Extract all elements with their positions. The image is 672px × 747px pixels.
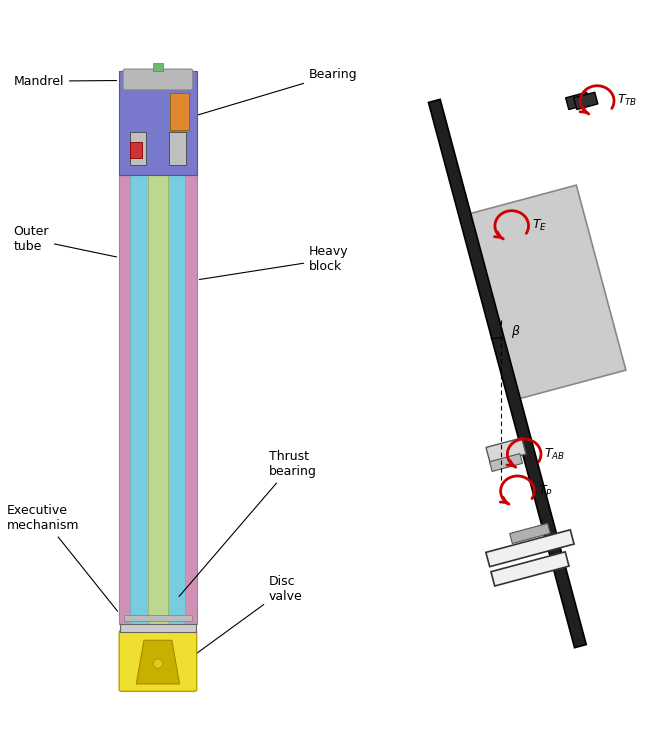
Text: $T_P$: $T_P$ (538, 483, 552, 499)
Polygon shape (566, 92, 590, 110)
Bar (148, 91, 168, 672)
Polygon shape (429, 99, 586, 648)
Text: Outer
tube: Outer tube (13, 225, 116, 257)
Text: $T_{AB}$: $T_{AB}$ (544, 447, 565, 462)
Polygon shape (486, 438, 526, 464)
Polygon shape (489, 453, 523, 471)
Text: $T_E$: $T_E$ (532, 218, 547, 233)
Bar (124, 616, 192, 621)
Polygon shape (509, 524, 550, 544)
Text: Bearing: Bearing (187, 68, 358, 118)
Polygon shape (491, 552, 569, 586)
Text: $\beta$: $\beta$ (511, 323, 520, 341)
Bar (120, 71, 196, 176)
Bar (169, 131, 186, 165)
Text: $T_{TB}$: $T_{TB}$ (618, 93, 638, 108)
Text: Mandrel: Mandrel (13, 75, 116, 87)
Bar (130, 131, 146, 165)
Bar (120, 624, 196, 632)
Bar (130, 142, 142, 158)
Bar (170, 93, 189, 129)
Bar (153, 63, 163, 71)
Polygon shape (486, 530, 574, 567)
Circle shape (153, 659, 163, 669)
Bar (120, 176, 196, 624)
Polygon shape (463, 185, 626, 400)
FancyBboxPatch shape (119, 630, 197, 692)
FancyBboxPatch shape (123, 69, 193, 90)
Text: Thrust
bearing: Thrust bearing (179, 450, 317, 597)
Bar (130, 176, 185, 624)
Polygon shape (574, 92, 598, 110)
Text: Heavy
block: Heavy block (200, 245, 349, 279)
Polygon shape (136, 640, 179, 684)
Text: Executive
mechanism: Executive mechanism (7, 504, 118, 611)
Text: Disc
valve: Disc valve (179, 574, 302, 666)
